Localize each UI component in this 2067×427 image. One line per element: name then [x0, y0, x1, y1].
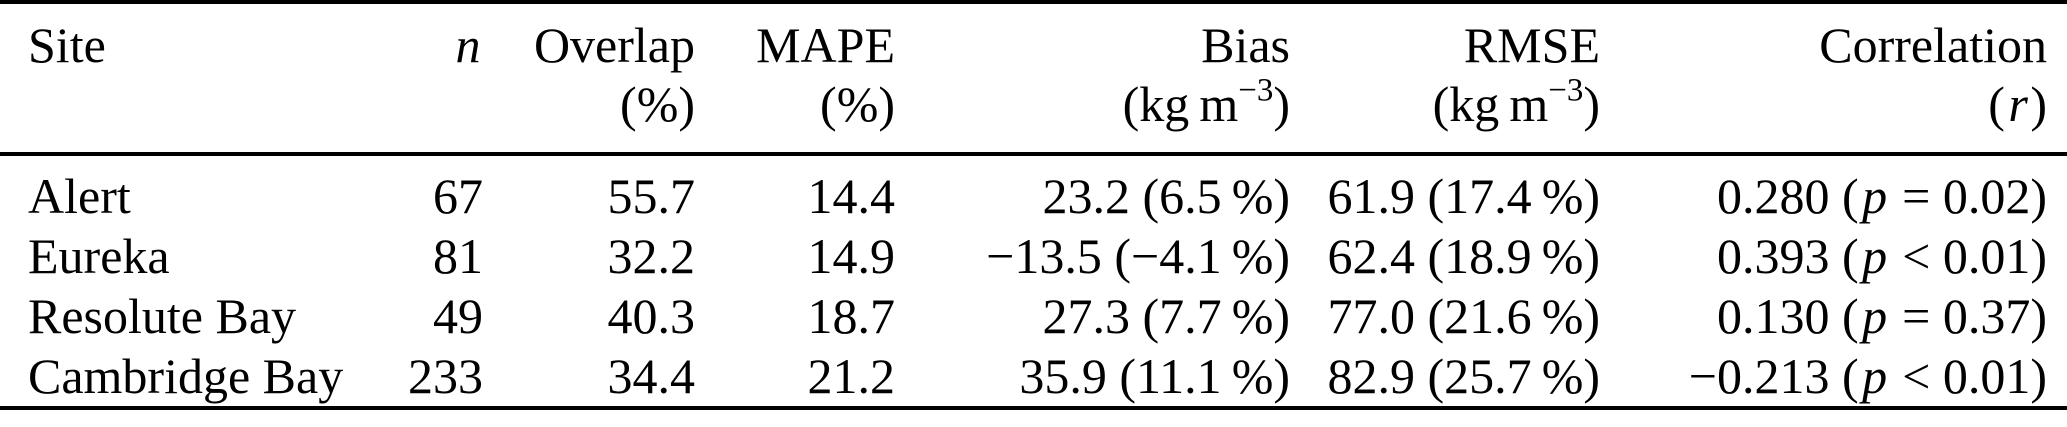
rmse-cell: 61.9 (17.4 %)	[1327, 168, 1600, 224]
column-header-n: n	[300, 2, 483, 154]
header-unit: (%)	[620, 76, 695, 132]
p-symbol: p	[1862, 228, 1888, 284]
table-row: Alert 67 55.7 14.4 23.2 (6.5 %) 61.9 (17…	[0, 154, 2067, 226]
p-value: = 0.37)	[1889, 288, 2047, 344]
correlation-cell: 0.280 (p = 0.02)	[1600, 154, 2067, 226]
paren: )	[2030, 76, 2047, 132]
unit-exponent: −3	[1548, 72, 1584, 109]
bias-cell: 27.3 (7.7 %)	[1042, 288, 1290, 344]
overlap-cell: 40.3	[607, 288, 696, 344]
correlation-value: −0.213 (	[1688, 348, 1859, 404]
rmse-cell: 77.0 (21.6 %)	[1327, 288, 1600, 344]
p-value: < 0.01)	[1889, 228, 2047, 284]
header-row: Site n Overlap (%) MAPE (%) Bias (kg m−3…	[0, 2, 2067, 154]
correlation-cell: 0.393 (p < 0.01)	[1600, 226, 2067, 286]
mape-cell: 18.7	[807, 288, 896, 344]
p-symbol: p	[1862, 168, 1888, 224]
table-header: Site n Overlap (%) MAPE (%) Bias (kg m−3…	[0, 2, 2067, 154]
column-header-site: Site	[0, 2, 300, 154]
table-row: Resolute Bay 49 40.3 18.7 27.3 (7.7 %) 7…	[0, 286, 2067, 346]
header-label: n	[455, 17, 481, 73]
bias-cell: −13.5 (−4.1 %)	[986, 228, 1290, 284]
correlation-cell: 0.130 (p = 0.37)	[1600, 286, 2067, 346]
header-unit: (kg m−3)	[895, 72, 1290, 134]
header-unit: (kg m−3)	[1290, 72, 1600, 134]
unit-text: (kg m	[1122, 76, 1239, 132]
n-cell: 233	[408, 348, 483, 404]
r-symbol: r	[2008, 76, 2028, 132]
column-header-mape: MAPE (%)	[695, 2, 895, 154]
rmse-cell: 82.9 (25.7 %)	[1327, 348, 1600, 404]
overlap-cell: 34.4	[607, 348, 696, 404]
header-label: Bias	[1201, 17, 1290, 73]
header-label: MAPE	[756, 17, 895, 73]
header-unit: (r)	[1600, 75, 2047, 134]
bias-cell: 23.2 (6.5 %)	[1042, 168, 1290, 224]
n-cell: 81	[433, 228, 483, 284]
overlap-cell: 55.7	[607, 168, 696, 224]
site-cell: Cambridge Bay	[28, 348, 344, 404]
overlap-cell: 32.2	[607, 228, 696, 284]
column-header-correlation: Correlation (r)	[1600, 2, 2067, 154]
header-label: Site	[28, 17, 106, 73]
header-unit: (%)	[820, 76, 895, 132]
correlation-cell: −0.213 (p < 0.01)	[1600, 346, 2067, 408]
unit-exponent: −3	[1238, 72, 1274, 109]
column-header-overlap: Overlap (%)	[483, 2, 695, 154]
p-value: < 0.01)	[1889, 348, 2047, 404]
table-row: Eureka 81 32.2 14.9 −13.5 (−4.1 %) 62.4 …	[0, 226, 2067, 286]
n-cell: 67	[433, 168, 483, 224]
table-body: Alert 67 55.7 14.4 23.2 (6.5 %) 61.9 (17…	[0, 154, 2067, 408]
mape-cell: 14.9	[807, 228, 896, 284]
correlation-value: 0.393 (	[1716, 228, 1859, 284]
header-label: Overlap	[533, 17, 695, 73]
n-cell: 49	[433, 288, 483, 344]
mape-cell: 14.4	[807, 168, 896, 224]
unit-text: (kg m	[1432, 76, 1549, 132]
bias-cell: 35.9 (11.1 %)	[1019, 348, 1290, 404]
table-row: Cambridge Bay 233 34.4 21.2 35.9 (11.1 %…	[0, 346, 2067, 408]
p-value: = 0.02)	[1889, 168, 2047, 224]
rmse-cell: 62.4 (18.9 %)	[1327, 228, 1600, 284]
paren: (	[1988, 76, 2005, 132]
column-header-rmse: RMSE (kg m−3)	[1290, 2, 1600, 154]
p-symbol: p	[1862, 288, 1888, 344]
site-cell: Alert	[28, 168, 131, 224]
p-symbol: p	[1862, 348, 1888, 404]
header-label: Correlation	[1819, 17, 2047, 73]
site-statistics-table: Site n Overlap (%) MAPE (%) Bias (kg m−3…	[0, 0, 2067, 410]
unit-text: )	[1583, 76, 1600, 132]
header-label: RMSE	[1463, 17, 1600, 73]
site-cell: Resolute Bay	[28, 288, 297, 344]
correlation-value: 0.280 (	[1716, 168, 1859, 224]
unit-text: )	[1273, 76, 1290, 132]
mape-cell: 21.2	[807, 348, 896, 404]
column-header-bias: Bias (kg m−3)	[895, 2, 1290, 154]
site-cell: Eureka	[28, 228, 170, 284]
correlation-value: 0.130 (	[1716, 288, 1859, 344]
